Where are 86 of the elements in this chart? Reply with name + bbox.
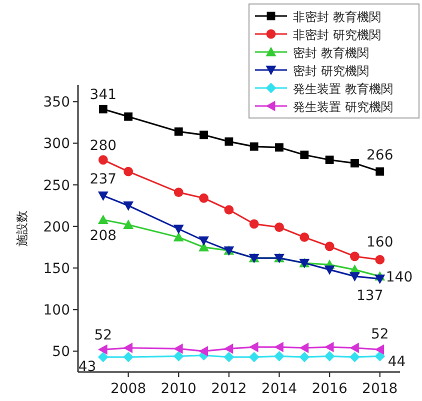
legend-label: 密封 研究機関	[293, 64, 369, 78]
data-label: 44	[388, 354, 406, 370]
y-tick-label: 250	[43, 178, 70, 194]
point	[200, 130, 208, 140]
point	[250, 142, 258, 151]
point	[350, 352, 360, 362]
point	[173, 224, 184, 234]
point	[325, 156, 334, 164]
point	[300, 232, 310, 242]
point	[249, 219, 259, 229]
data-label: 52	[370, 326, 389, 343]
y-tick-label: 100	[43, 302, 70, 319]
point	[174, 188, 184, 198]
x-tick-label: 2016	[312, 381, 348, 397]
point	[374, 350, 386, 362]
legend-label: 発生装置 研究機関	[293, 100, 393, 114]
x-tick-label: 2014	[261, 381, 298, 397]
data-label: 280	[90, 138, 117, 154]
y-tick-label: 200	[43, 219, 70, 236]
point	[374, 274, 386, 284]
point	[224, 344, 234, 354]
point	[248, 342, 258, 352]
data-label: 160	[366, 234, 394, 251]
y-tick-label: 300	[43, 136, 70, 152]
x-tick-label: 2018	[362, 381, 398, 397]
point	[198, 236, 209, 246]
point	[173, 232, 184, 242]
point	[275, 143, 284, 152]
legend-label: 密封 教育機関	[293, 46, 369, 60]
x-tick-label: 2010	[160, 381, 196, 397]
data-label: 341	[90, 87, 117, 104]
point	[123, 342, 133, 354]
point	[224, 205, 234, 214]
legend-label: 非密封 教育機関	[293, 10, 381, 24]
data-label: 266	[366, 148, 394, 164]
point	[248, 352, 260, 362]
point	[299, 342, 309, 354]
point	[224, 352, 234, 362]
point	[350, 158, 359, 168]
point	[274, 222, 284, 232]
point	[98, 352, 108, 362]
point	[173, 350, 184, 362]
point	[123, 220, 134, 229]
point	[173, 344, 183, 354]
point	[124, 166, 134, 176]
point	[374, 344, 384, 355]
legend-label: 発生装置 教育機関	[293, 82, 393, 96]
point	[274, 350, 284, 362]
point	[324, 350, 335, 362]
x-tick-label: 2012	[211, 381, 247, 397]
data-label: 43	[78, 359, 96, 376]
point	[98, 155, 108, 165]
x-tick-label: 2008	[110, 381, 146, 397]
data-label: 208	[90, 228, 117, 244]
point	[224, 137, 234, 146]
y-tick-label: 350	[43, 94, 70, 111]
legend-label: 非密封 研究機関	[293, 28, 381, 42]
point	[123, 352, 134, 362]
point	[324, 242, 334, 252]
point	[376, 167, 384, 176]
point	[375, 254, 385, 264]
point	[198, 242, 209, 252]
point	[98, 344, 108, 355]
point	[174, 127, 183, 136]
point	[98, 214, 108, 224]
point	[124, 112, 133, 121]
point	[324, 265, 335, 275]
data-label: 137	[356, 288, 384, 304]
point	[123, 201, 134, 211]
y-axis-title: 施設数	[15, 210, 29, 246]
point	[199, 193, 208, 203]
point	[350, 342, 359, 354]
y-tick-label: 50	[52, 344, 70, 360]
point	[299, 352, 310, 362]
point	[350, 252, 360, 262]
point	[274, 342, 284, 352]
data-label: 52	[94, 328, 112, 344]
point	[98, 104, 108, 114]
point	[98, 191, 108, 201]
point	[350, 272, 360, 282]
data-label: 237	[90, 172, 117, 188]
point	[324, 342, 334, 352]
point	[300, 150, 309, 160]
point	[198, 346, 208, 356]
data-label: 140	[386, 269, 413, 286]
y-tick-label: 150	[43, 261, 70, 278]
